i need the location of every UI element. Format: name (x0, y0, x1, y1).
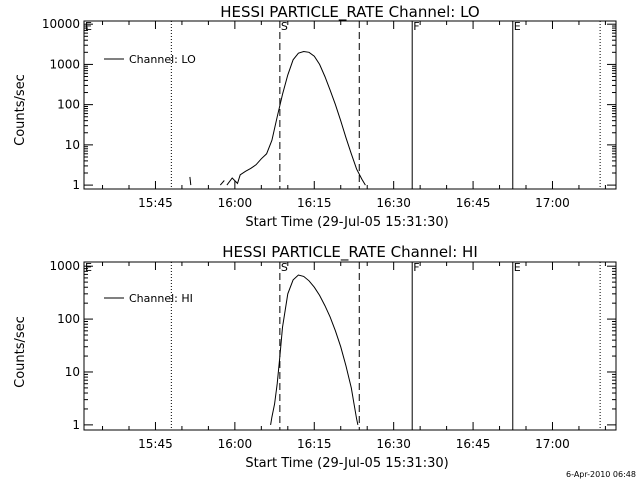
y-tick-label: 100 (57, 312, 80, 326)
x-tick-label: 16:00 (218, 196, 253, 210)
marker-label: F (413, 20, 419, 33)
panel-lo: HESSI PARTICLE_RATE Channel: LO Start Ti… (13, 3, 617, 230)
footer-timestamp: 6-Apr-2010 06:48 (566, 470, 636, 479)
y-tick-label: 1 (72, 418, 80, 432)
series-line (226, 50, 366, 186)
series-line (270, 274, 359, 426)
plot-frame (83, 261, 617, 431)
marker-label: E (85, 261, 92, 274)
marker-label: E (514, 20, 521, 33)
y-axis-label-lo: Counts/sec (13, 74, 28, 146)
y-tick-label: 1000 (49, 57, 80, 71)
panel-hi: HESSI PARTICLE_RATE Channel: HI Start Ti… (13, 243, 617, 471)
x-tick-label: 16:15 (297, 196, 332, 210)
marker-label: S (281, 261, 288, 274)
x-tick-label: 16:45 (456, 437, 491, 451)
marker-label: S (281, 20, 288, 33)
x-axis-label-hi: Start Time (29-Jul-05 15:31:30) (245, 456, 448, 471)
chart-title-lo: HESSI PARTICLE_RATE Channel: LO (220, 3, 479, 22)
x-tick-label: 16:00 (218, 437, 253, 451)
y-tick-label: 10000 (42, 17, 80, 31)
x-tick-label: 16:45 (456, 196, 491, 210)
legend-label-hi: Channel: HI (129, 292, 193, 305)
marker-label: E (85, 20, 92, 33)
series-line (219, 180, 225, 186)
y-tick-label: 10 (65, 138, 80, 152)
series-line (189, 176, 192, 186)
y-tick-label: 100 (57, 98, 80, 112)
y-tick-label: 10 (65, 365, 80, 379)
y-axis-label-hi: Counts/sec (13, 316, 28, 388)
x-tick-label: 17:00 (535, 437, 570, 451)
x-tick-label: 16:30 (376, 437, 411, 451)
y-tick-label: 1000 (49, 259, 80, 273)
x-axis-label-lo: Start Time (29-Jul-05 15:31:30) (245, 215, 448, 230)
x-tick-label: 15:45 (138, 196, 173, 210)
marker-label: E (514, 261, 521, 274)
legend-label-lo: Channel: LO (129, 53, 196, 66)
y-tick-label: 1 (72, 178, 80, 192)
marker-label: F (413, 261, 419, 274)
x-tick-label: 16:15 (297, 437, 332, 451)
x-tick-label: 17:00 (535, 196, 570, 210)
x-tick-label: 15:45 (138, 437, 173, 451)
chart-title-hi: HESSI PARTICLE_RATE Channel: HI (222, 243, 478, 262)
plot-frame (83, 20, 617, 190)
x-tick-label: 16:30 (376, 196, 411, 210)
